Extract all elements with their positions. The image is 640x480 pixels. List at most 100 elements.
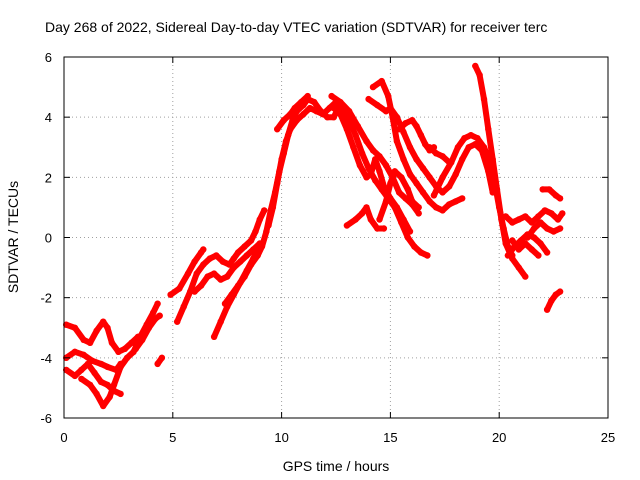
data-point [123,354,131,361]
data-point [247,237,255,244]
data-point [380,183,388,190]
chart-title: Day 268 of 2022, Sidereal Day-to-day VTE… [45,19,547,35]
data-point [78,366,85,374]
data-point [415,204,422,211]
data-point [210,270,218,277]
data-point [71,372,79,380]
data-point [263,228,270,235]
data-point [380,225,388,232]
data-point [415,210,422,217]
data-point [106,393,113,401]
data-point [197,282,205,289]
data-point [128,339,135,346]
data-point [258,243,266,250]
data-point [84,360,92,368]
data-point [480,144,488,151]
data-point [530,234,538,241]
data-point [191,258,198,265]
data-point [404,234,411,241]
y-tick-label: 2 [45,170,52,185]
y-tick-label: 0 [45,231,52,246]
data-point [426,144,433,151]
x-tick-label: 15 [383,430,397,445]
data-point [115,348,122,355]
data-point [154,300,161,307]
data-point [439,207,446,214]
data-point [528,219,535,226]
data-point [228,291,235,298]
data-point [509,237,516,244]
data-point [265,222,272,229]
data-point [108,339,116,346]
data-point [539,186,546,193]
data-point [543,249,551,256]
data-point [459,156,466,163]
x-tick-label: 5 [169,430,176,445]
data-point [234,282,242,289]
data-point [291,104,298,112]
data-point [337,111,344,118]
data-point [180,303,187,310]
data-point [241,243,248,250]
data-point [293,117,300,124]
data-point [546,186,553,193]
data-point [376,168,383,175]
data-point [417,249,425,256]
x-tick-label: 20 [492,430,506,445]
data-point [352,216,359,223]
data-point [413,180,420,187]
data-point [184,270,192,277]
data-point [413,123,420,130]
data-point [537,240,544,247]
data-point [345,108,353,115]
data-point [509,219,516,226]
data-point [337,98,344,106]
data-point [230,264,237,271]
data-point [252,228,259,235]
data-point [393,138,401,145]
data-point [306,104,314,112]
data-point [230,255,237,262]
data-point [210,333,218,340]
data-point [446,183,453,190]
y-tick-label: -4 [40,351,52,366]
data-point [430,192,438,199]
data-point [374,101,381,109]
data-point [367,171,374,178]
data-point [97,360,105,368]
data-point [406,144,414,151]
data-point [62,366,70,374]
data-point [145,324,153,331]
data-point [439,174,446,181]
data-point [376,153,383,160]
data-point [515,216,522,223]
data-point [426,198,433,205]
data-point [187,288,194,295]
data-point [104,381,111,389]
data-point [522,213,529,220]
data-point [365,95,372,103]
data-point [550,228,557,235]
data-point [234,249,242,256]
data-point [269,204,277,211]
data-point [411,243,418,250]
data-point [393,114,401,121]
data-point [385,92,392,100]
data-point [406,228,414,235]
data-point [176,285,183,292]
data-point [402,195,409,202]
data-point [363,138,370,145]
data-point [554,216,562,223]
data-point [446,159,453,166]
data-point [382,162,390,169]
data-point [174,318,181,325]
data-point [278,156,285,163]
data-point [243,252,250,259]
data-point [224,273,231,280]
data-point [343,222,351,229]
data-layer [62,62,566,410]
data-point [472,62,479,70]
data-point [93,327,100,334]
data-point [241,273,248,280]
data-point [556,195,564,202]
